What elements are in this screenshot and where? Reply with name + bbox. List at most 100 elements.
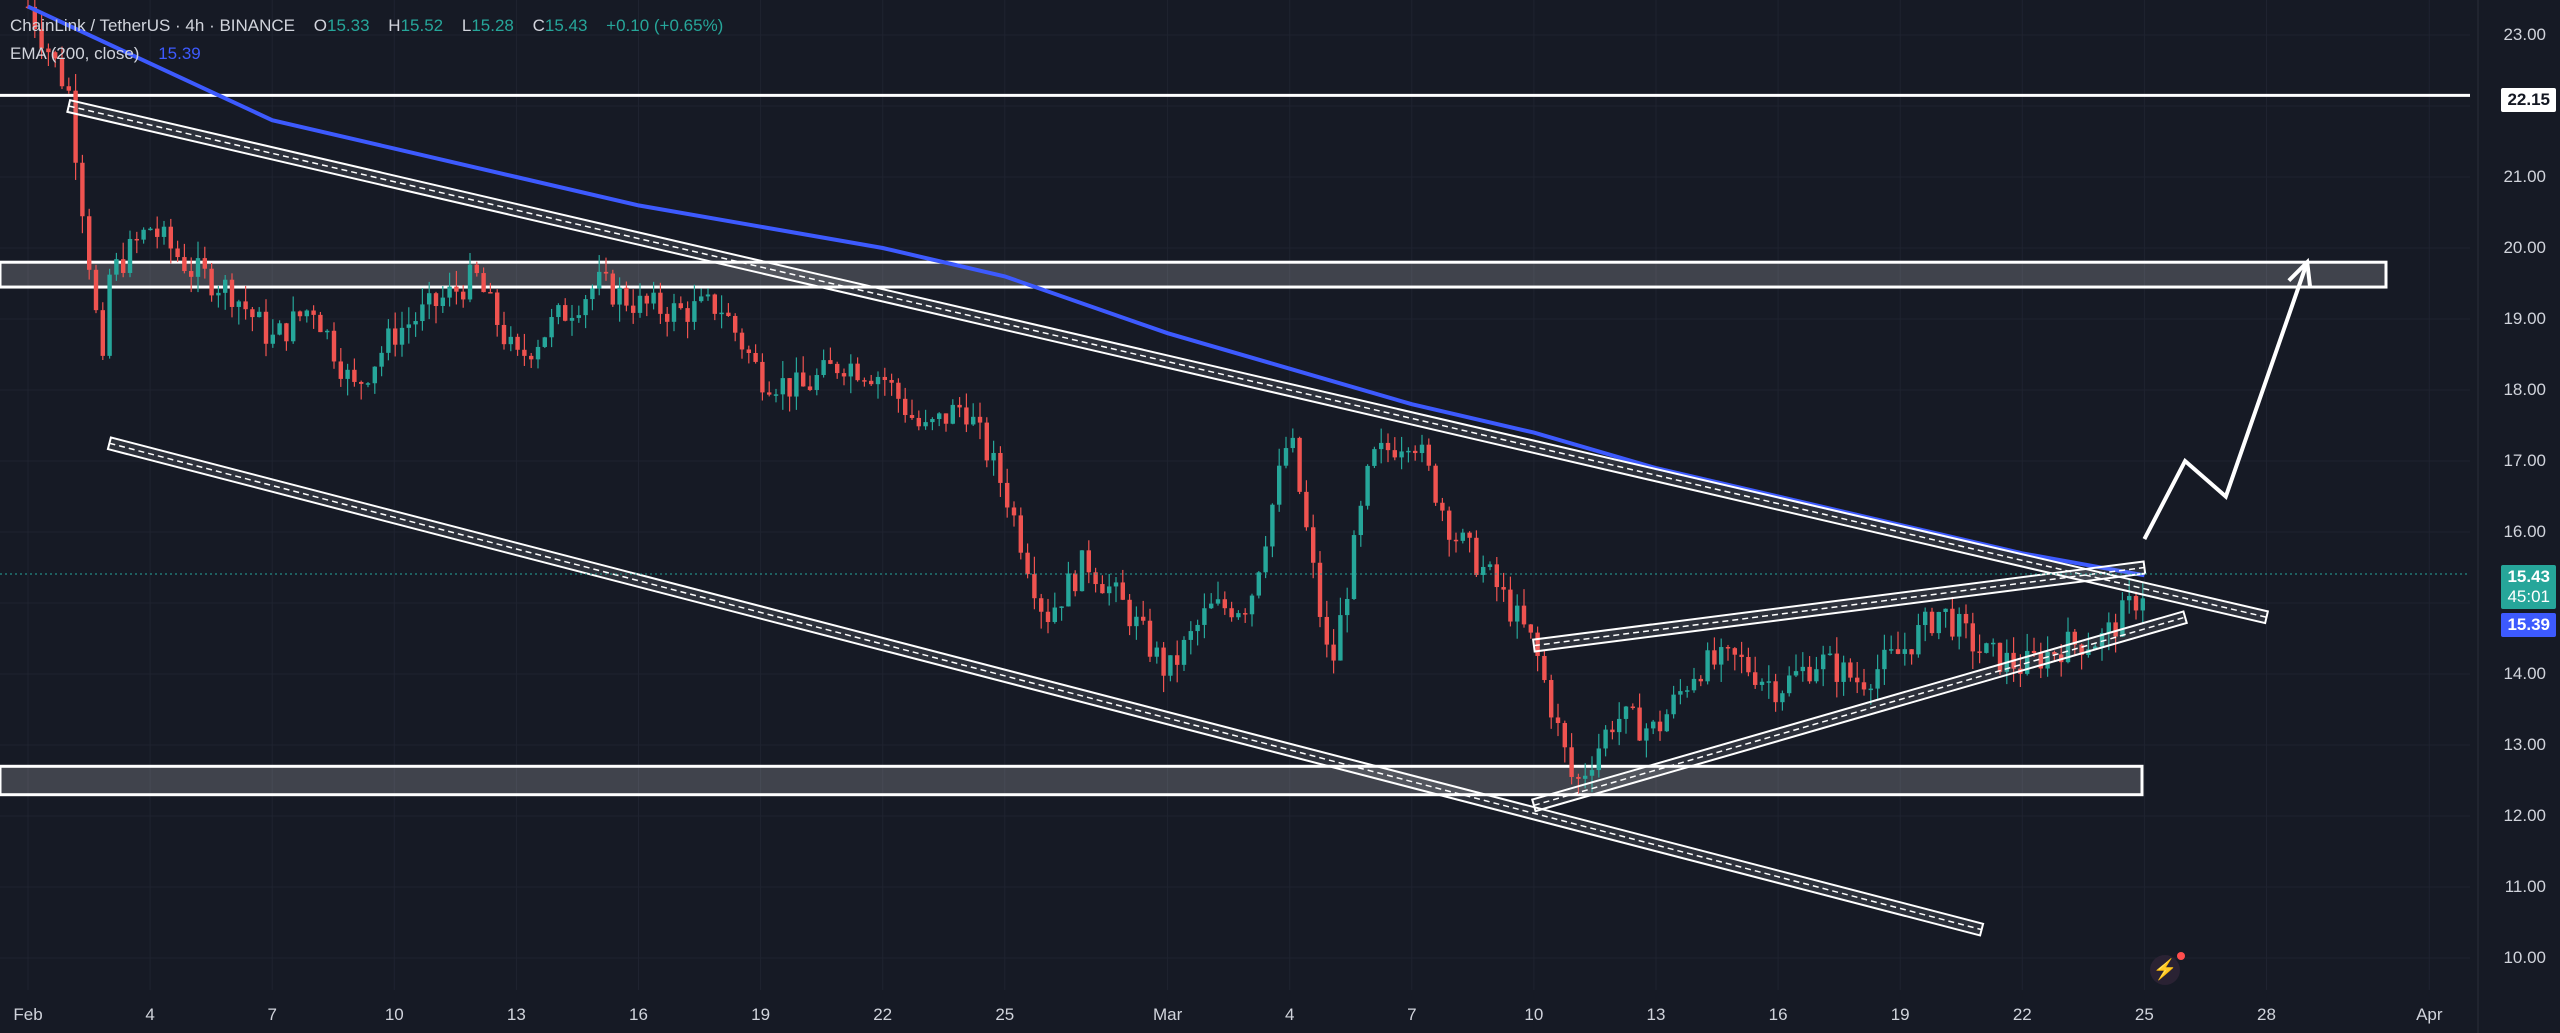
candle-body [1780,693,1785,703]
notification-dot [2177,952,2185,960]
candle-body [1991,642,1996,645]
candle-body [1555,717,1561,724]
trendline-center [68,105,2267,618]
y-tick-label: 16.00 [2503,522,2546,541]
candle-body [2038,653,2043,669]
candle-body [617,287,622,305]
symbol-label[interactable]: ChainLink / TetherUS · 4h · BINANCE [10,16,296,35]
candle-body [916,417,921,427]
candle-body [1501,587,1506,590]
indicator-label: EMA (200, close) [10,44,140,63]
candle-body [610,273,615,305]
candle-body [467,264,473,300]
candle-body [1657,721,1663,732]
candle-body [1474,537,1479,575]
candle-body [835,363,840,374]
candle-body [943,413,949,424]
candle-body [202,258,207,269]
indicator-row[interactable]: EMA (200, close) 15.39 [10,40,723,68]
trendline-channel [66,98,2270,625]
candle-body [903,398,908,416]
candle-body [1889,649,1894,651]
candle-body [1902,649,1907,654]
candle-body [1032,574,1037,599]
candle-body [1406,450,1411,453]
candle-body [1059,606,1064,608]
candle-body [1841,662,1846,682]
candle-body [1610,729,1615,733]
candle-body [1821,654,1826,670]
candle-body [1392,450,1397,458]
candle-body [794,372,799,397]
candle-body [896,382,901,399]
indicator-value: 15.39 [158,44,201,63]
candle-body [1209,603,1214,609]
candle-body [923,422,928,427]
candle-body [1848,662,1853,678]
candle-body [1304,491,1309,528]
candle-body [508,336,513,345]
candle-body [1705,650,1710,682]
candle-body [862,380,867,382]
candle-body [2106,622,2111,634]
x-tick-label: 16 [1768,1005,1788,1024]
y-tick-label: 14.00 [2503,664,2546,683]
candle-body [223,279,228,293]
candle-body [535,346,541,360]
candle-body [2120,600,2125,637]
candle-body [365,383,371,385]
candle-body [1372,449,1377,466]
candle-body [1916,625,1921,655]
candle-body [2052,652,2057,655]
candle-body [1324,616,1329,645]
x-tick-label: 22 [873,1005,893,1024]
candle-body [991,452,996,461]
candle-body [631,305,636,313]
last-price-value: 15.43 [2507,567,2550,586]
candle-body [1385,442,1391,451]
candle-body [1603,729,1608,749]
candle-body [325,330,330,333]
candle-body [1997,642,2003,672]
candle-body [1487,564,1493,567]
candle-body [597,271,602,289]
trendline-channel [1532,560,2147,653]
candle-body [1249,595,1255,615]
candle-body [1827,653,1833,656]
candle-body [821,360,826,376]
candle-body [1107,586,1112,594]
candle-body [141,229,146,240]
candle-body [1637,707,1642,741]
candle-body [1066,573,1071,607]
x-tick-label: 13 [1646,1005,1666,1024]
candle-body [760,361,765,393]
candle-body [1283,448,1289,466]
candle-body [753,352,758,362]
candle-body [2140,598,2145,611]
candle-body [1236,613,1241,618]
candle-body [1739,654,1744,657]
candle-body [80,162,85,217]
candle-body [977,416,983,423]
candle-body [1651,721,1656,729]
candle-body [148,228,153,231]
x-tick-label: 25 [2134,1005,2154,1024]
candle-body [1005,482,1010,508]
candle-body [1773,681,1778,703]
candle-body [277,323,282,335]
candle-body [1753,672,1758,685]
candle-body [379,352,384,367]
candle-body [1079,550,1085,592]
x-tick-label: 19 [1890,1005,1910,1024]
candle-body [393,328,398,345]
candle-body [1134,616,1139,627]
candle-body [1481,566,1486,575]
open-value: 15.33 [327,16,370,35]
lightning-icon[interactable]: ⚡ [2150,955,2180,985]
candle-body [522,349,527,356]
candle-body [318,314,323,333]
candle-body [263,311,269,344]
candle-body [1181,639,1187,665]
candle-body [1895,649,1901,654]
